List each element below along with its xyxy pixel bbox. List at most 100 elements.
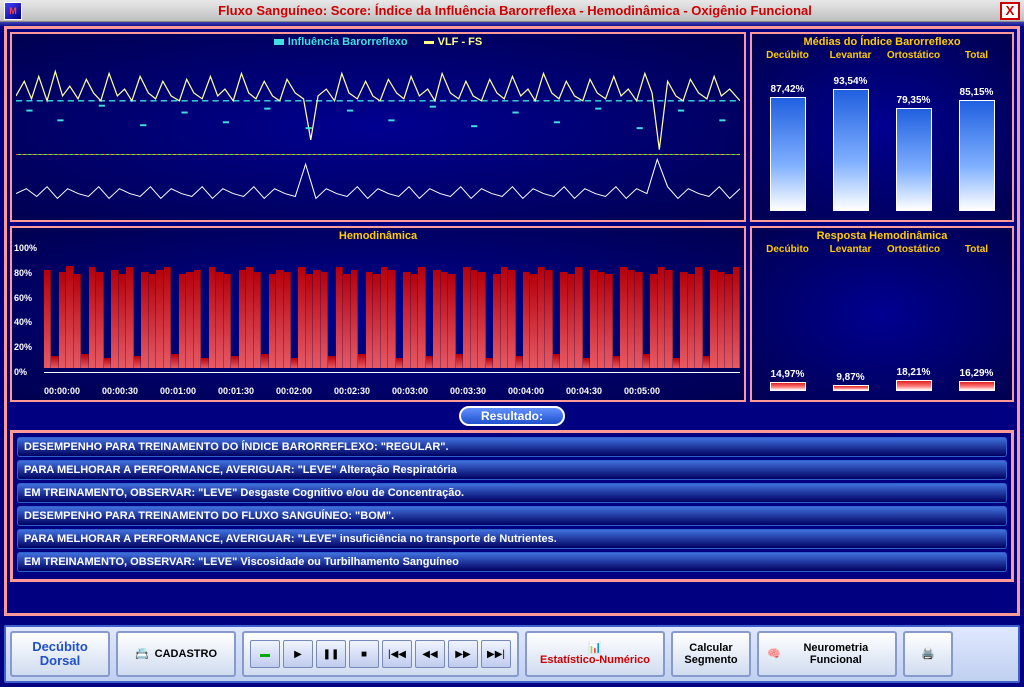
- calcular-segmento-button[interactable]: Calcular Segmento: [671, 631, 751, 677]
- hemo-bars-body: 14,97%9,87%18,21%16,29%: [752, 255, 1012, 397]
- bar: [833, 385, 869, 391]
- hemo-bar: [336, 267, 343, 368]
- hemo-bar: [156, 270, 163, 368]
- hemo-bar: [463, 267, 470, 368]
- play-prev-button[interactable]: ▬: [250, 640, 280, 668]
- pause-button[interactable]: ❚❚: [316, 640, 346, 668]
- hemo-bar: [358, 354, 365, 368]
- hemo-chart-body: 100%80%60%40%20%0% 00:00:0000:00:3000:01…: [12, 244, 744, 398]
- hemo-bar: [620, 267, 627, 368]
- hemo-bar: [171, 354, 178, 368]
- bar-column: 14,97%: [756, 255, 819, 391]
- hemo-bars-title: Resposta Hemodinâmica: [752, 228, 1012, 244]
- close-button[interactable]: X: [1000, 2, 1020, 20]
- hemo-bar: [186, 272, 193, 368]
- estatistico-numerico-button[interactable]: 📊 Estatístico-Numérico: [525, 631, 665, 677]
- hemo-bar: [590, 270, 597, 368]
- hemo-bar: [710, 270, 717, 368]
- rewind-start-button[interactable]: |◀◀: [382, 640, 412, 668]
- hemo-bar: [216, 272, 223, 368]
- hemo-xaxis: 00:00:0000:00:3000:01:0000:01:3000:02:00…: [44, 386, 740, 396]
- result-line: PARA MELHORAR A PERFORMANCE, AVERIGUAR: …: [17, 529, 1007, 549]
- bar-column: 18,21%: [882, 255, 945, 391]
- x-axis-label: 00:04:00: [508, 386, 566, 396]
- titlebar: M Fluxo Sanguíneo: Score: Índice da Infl…: [0, 0, 1024, 22]
- hemo-bar: [605, 274, 612, 368]
- legend-label: VLF - FS: [438, 36, 483, 48]
- bar-column: 85,15%: [945, 61, 1008, 211]
- bar-value-label: 85,15%: [960, 87, 994, 98]
- legend-label: Influência Barorreflexo: [288, 36, 408, 48]
- print-button[interactable]: 🖨️: [903, 631, 953, 677]
- hemo-bar: [725, 274, 732, 368]
- hemo-bar: [306, 274, 313, 368]
- cadastro-label: CADASTRO: [155, 648, 217, 660]
- cadastro-button[interactable]: 📇 CADASTRO: [116, 631, 236, 677]
- baro-bars-body: 87,42% 93,54% 79,35% 85,15%: [752, 61, 1012, 217]
- hemo-bar: [231, 356, 238, 368]
- stop-button[interactable]: ■: [349, 640, 379, 668]
- hemo-bar: [201, 358, 208, 368]
- hemo-bar: [695, 267, 702, 368]
- hemo-bar: [516, 356, 523, 368]
- bar-header-label: Decúbito: [756, 244, 819, 255]
- hemo-bar: [381, 267, 388, 368]
- baroreflex-waveform-chart: Influência Barorreflexo VLF - FS: [10, 32, 746, 222]
- bar-value-label: 79,35%: [897, 95, 931, 106]
- hemo-bar: [104, 358, 111, 368]
- hemo-bar: [313, 270, 320, 368]
- neurometria-funcional-button[interactable]: 🧠 Neurometria Funcional: [757, 631, 897, 677]
- hemo-bar: [44, 270, 51, 368]
- bar-value-label: 16,29%: [960, 368, 994, 379]
- hemo-bar: [545, 270, 552, 368]
- x-axis-label: 00:05:00: [624, 386, 682, 396]
- hemo-bar: [598, 272, 605, 368]
- hemo-bar: [261, 354, 268, 368]
- decubito-dorsal-button[interactable]: Decúbito Dorsal: [10, 631, 110, 677]
- charts-right: Médias do Índice Barorreflexo Decúbito Le…: [750, 32, 1014, 402]
- hemo-bar: [96, 272, 103, 368]
- bar-column: 16,29%: [945, 255, 1008, 391]
- bar-value-label: 93,54%: [834, 76, 868, 87]
- hemo-bar: [328, 356, 335, 368]
- bar: [896, 380, 932, 391]
- bar-column: 87,42%: [756, 61, 819, 211]
- bar-header-label: Levantar: [819, 50, 882, 61]
- x-axis-label: 00:02:00: [276, 386, 334, 396]
- x-axis-label: [682, 386, 740, 396]
- hemo-bar: [560, 272, 567, 368]
- hemodynamics-chart: Hemodinâmica 100%80%60%40%20%0% 00:00:00…: [10, 226, 746, 402]
- hemo-bar: [628, 270, 635, 368]
- printer-icon: 🖨️: [921, 648, 935, 660]
- forward-end-button[interactable]: ▶▶|: [481, 640, 511, 668]
- hemo-bar: [119, 274, 126, 368]
- hemo-bar: [418, 267, 425, 368]
- hemo-bar: [269, 274, 276, 368]
- hemo-bar: [493, 274, 500, 368]
- hemodynamic-response-panel: Resposta Hemodinâmica DecúbitoLevantarOr…: [750, 226, 1014, 402]
- waveform-svg: [16, 52, 740, 216]
- y-axis-label: 20%: [14, 342, 32, 352]
- legend-item-vlf: VLF - FS: [424, 36, 483, 48]
- hemo-bar: [396, 358, 403, 368]
- hemo-bar: [284, 272, 291, 368]
- hemo-bar: [665, 270, 672, 368]
- hemo-bar: [141, 272, 148, 368]
- play-button[interactable]: ▶: [283, 640, 313, 668]
- baro-bars-title: Médias do Índice Barorreflexo: [752, 34, 1012, 50]
- bar-column: 93,54%: [819, 61, 882, 211]
- rewind-button[interactable]: ◀◀: [415, 640, 445, 668]
- x-axis-label: 00:04:30: [566, 386, 624, 396]
- hemo-bar: [298, 267, 305, 368]
- hemo-bar: [433, 270, 440, 368]
- forward-button[interactable]: ▶▶: [448, 640, 478, 668]
- hemo-bar: [194, 270, 201, 368]
- hemo-bar: [448, 274, 455, 368]
- hemo-bar: [568, 274, 575, 368]
- hemo-bar: [254, 272, 261, 368]
- hemo-bar: [351, 270, 358, 368]
- hemo-bar: [673, 358, 680, 368]
- hemo-bar: [703, 356, 710, 368]
- results-box: DESEMPENHO PARA TREINAMENTO DO ÍNDICE BA…: [10, 430, 1014, 582]
- x-axis-label: 00:00:00: [44, 386, 102, 396]
